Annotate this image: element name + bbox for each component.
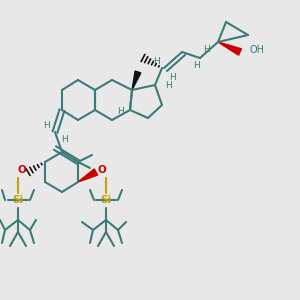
Text: Si: Si <box>12 195 24 205</box>
Text: H: H <box>169 74 176 82</box>
Polygon shape <box>132 71 141 90</box>
Polygon shape <box>218 42 242 55</box>
Text: O: O <box>18 165 26 175</box>
Text: OH: OH <box>250 45 265 55</box>
Text: H: H <box>204 46 210 55</box>
Text: H: H <box>165 80 171 89</box>
Text: O: O <box>98 165 106 175</box>
Text: H: H <box>117 107 123 116</box>
Text: H: H <box>43 122 50 130</box>
Text: H: H <box>61 136 68 145</box>
Text: H: H <box>194 61 200 70</box>
Text: H: H <box>154 58 160 67</box>
Text: Si: Si <box>100 195 112 205</box>
Polygon shape <box>78 169 98 182</box>
